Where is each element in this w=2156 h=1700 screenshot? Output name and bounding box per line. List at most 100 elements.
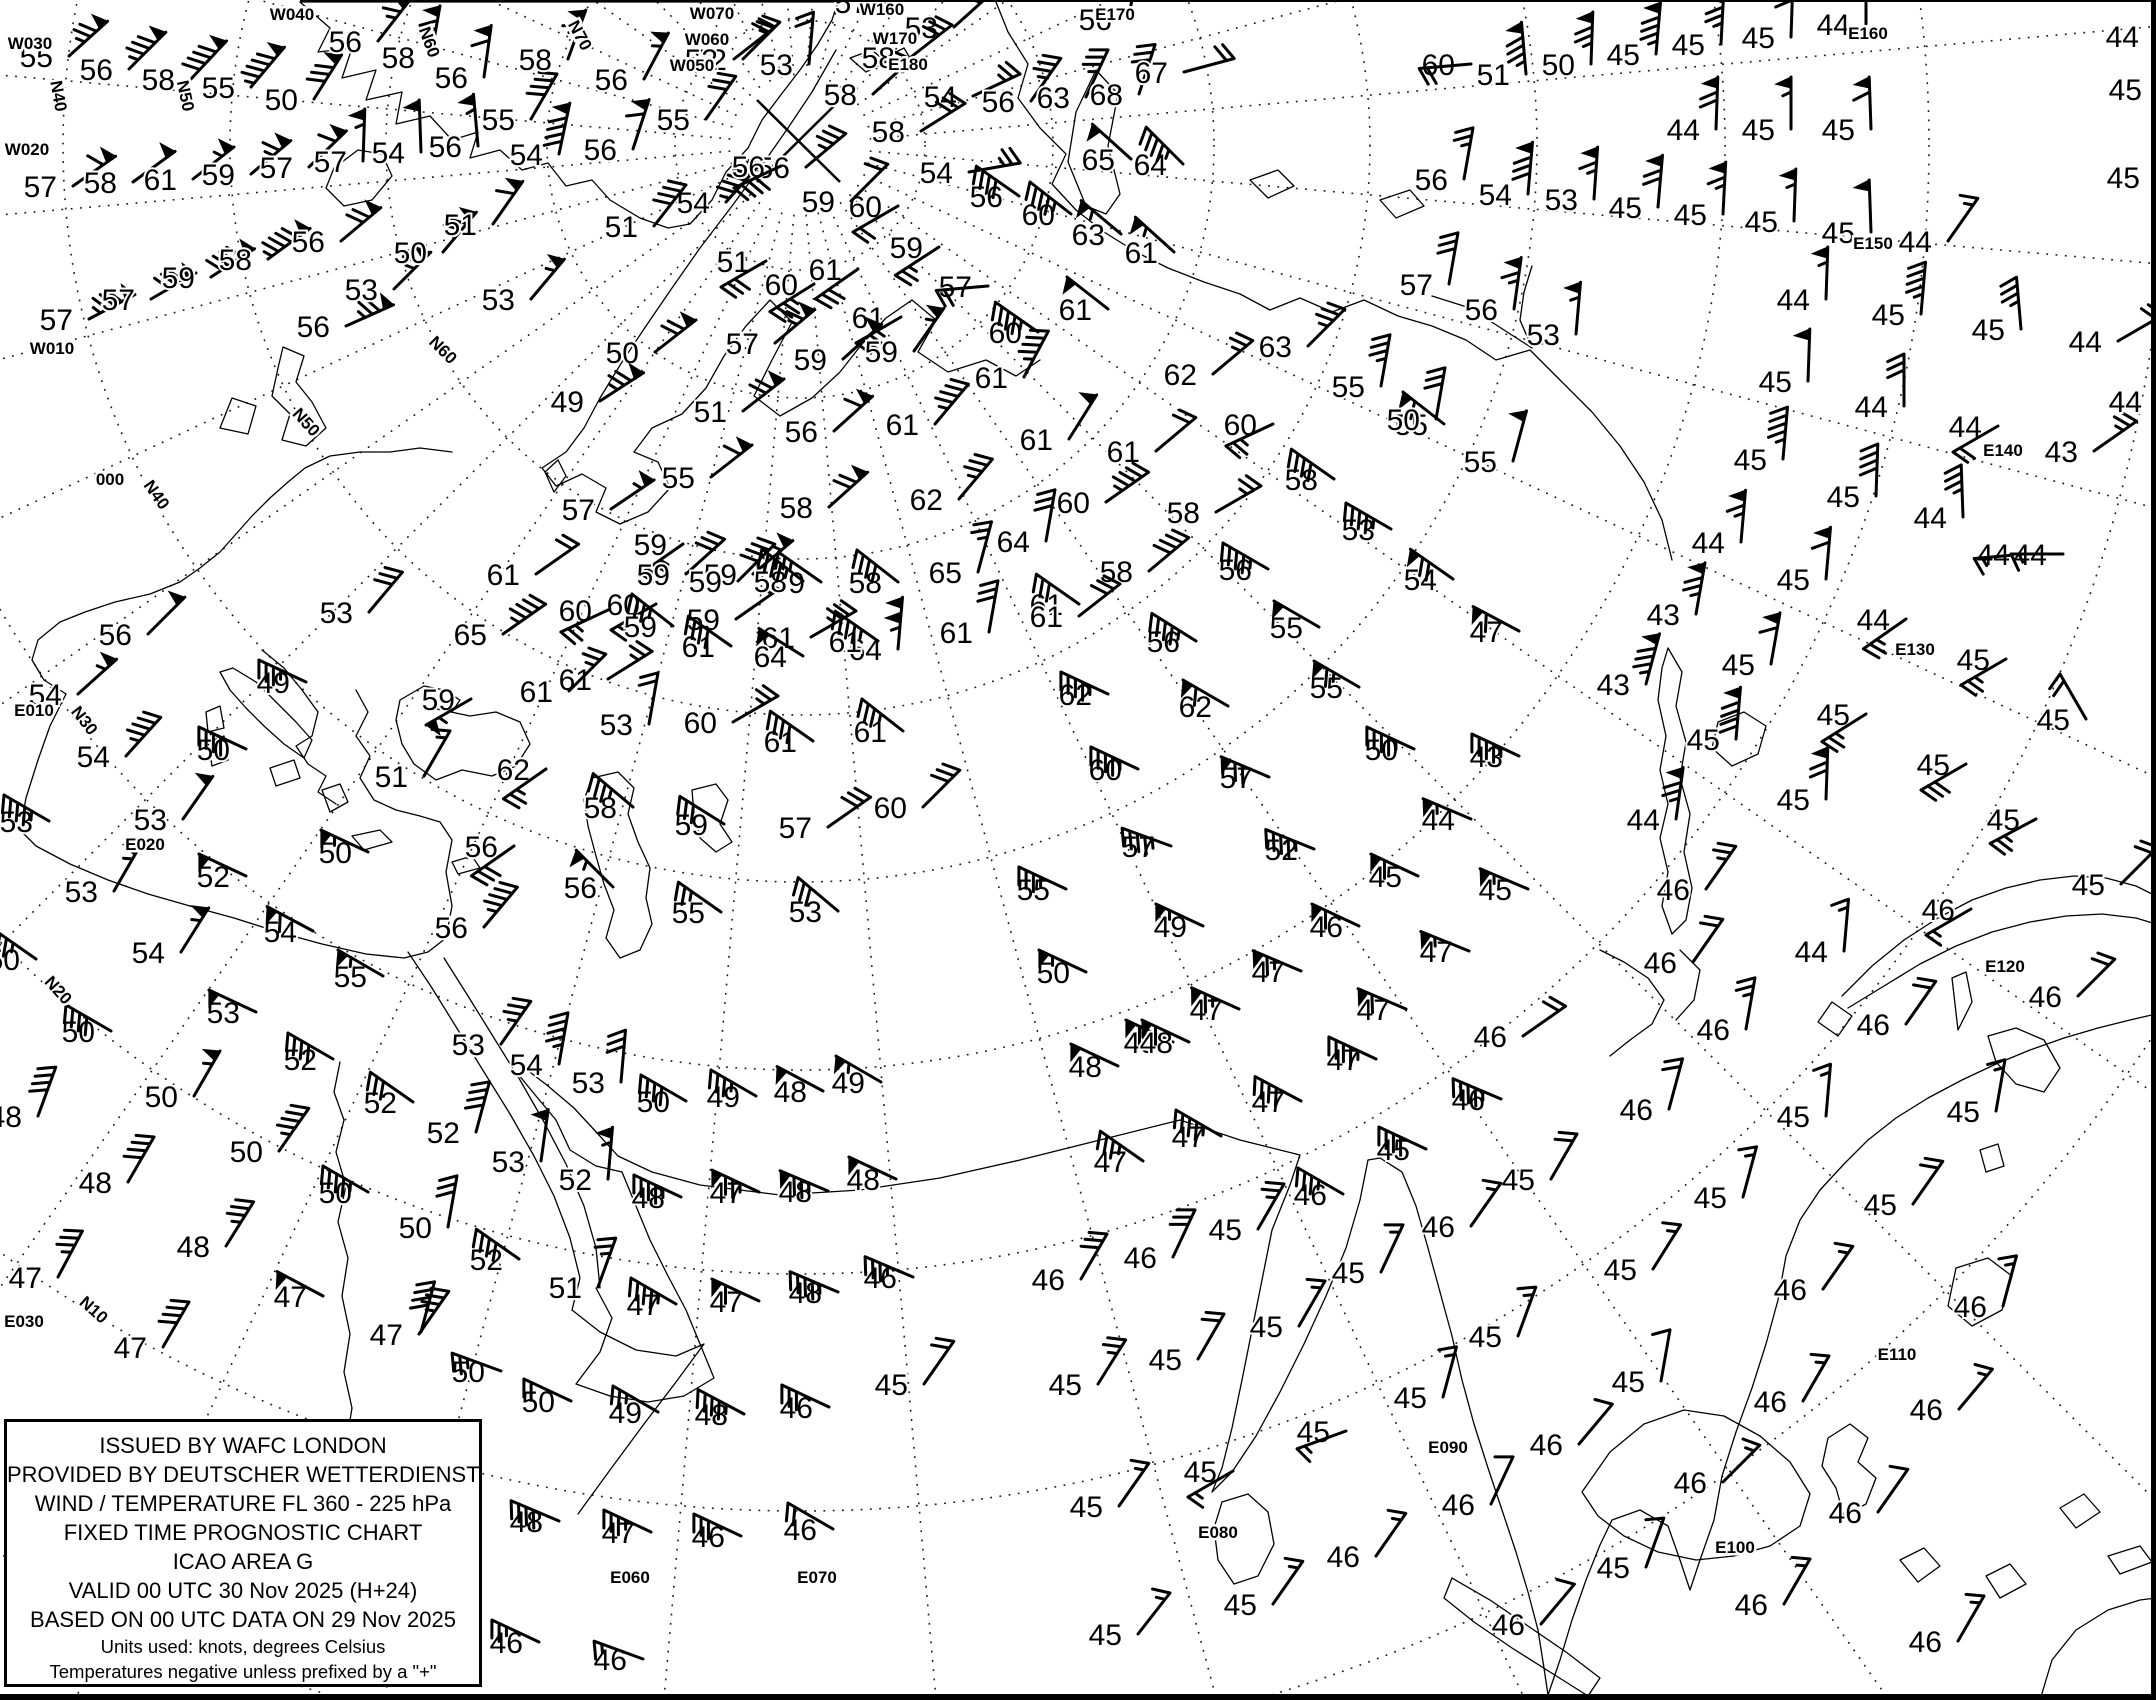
wind-barb-icon — [1997, 1254, 2018, 1308]
temperature-label: 44 — [2069, 326, 2102, 359]
wind-barb-icon — [1365, 725, 1416, 757]
wind-barb-icon — [673, 880, 723, 914]
temperature-label: 54 — [1479, 179, 1512, 212]
temperature-label: 45 — [2107, 162, 2140, 195]
wind-barb-icon — [1651, 1221, 1683, 1271]
temperature-label: 43 — [1647, 599, 1680, 632]
temperature-label: 55 — [20, 41, 53, 74]
wind-barb-icon — [710, 1168, 761, 1200]
wind-barb-icon — [1718, 685, 1742, 741]
wind-barb-flag-icon — [335, 949, 349, 969]
parallel-line — [62, 0, 1538, 883]
wind-barb-icon — [275, 1103, 311, 1153]
wind-station: 52 — [1263, 828, 1316, 869]
wind-barb-icon — [1861, 617, 1908, 660]
wind-station: 57 — [22, 146, 118, 206]
wind-barb-icon — [344, 297, 395, 328]
wind-station: 54 — [27, 651, 119, 714]
wind-barb-icon — [1886, 352, 1906, 408]
temperature-label: 45 — [2072, 869, 2105, 902]
wind-station: 59 — [702, 532, 795, 594]
temperature-label: 52 — [685, 44, 718, 77]
temperature-label: 46 — [1644, 947, 1677, 980]
wind-barb-icon — [261, 226, 312, 261]
temperature-label: 60 — [1224, 409, 1257, 442]
wind-barb-icon — [851, 204, 900, 244]
wind-barb-icon — [756, 547, 805, 583]
temperature-label: 60 — [684, 707, 717, 740]
wind-station: 47 — [112, 1298, 191, 1367]
wind-station: 45 — [1915, 747, 1968, 802]
temperature-label: 53 — [492, 1146, 525, 1179]
wind-barb-icon — [606, 640, 654, 681]
temperature-label: 45 — [1674, 199, 1707, 232]
wind-station: 50 — [635, 1073, 688, 1121]
wind-barb-icon — [1549, 1130, 1579, 1181]
wind-station: 45 — [2107, 72, 2144, 109]
meridian-line — [869, 150, 2156, 265]
wind-barb-icon — [851, 548, 900, 584]
wind-barb-icon — [1286, 447, 1336, 483]
temperature-label: 45 — [1777, 1101, 1810, 1134]
wind-station: 53 — [205, 988, 258, 1032]
wind-barb-icon — [1031, 572, 1081, 606]
wind-station: 46 — [1672, 1437, 1762, 1502]
temperature-label: 43 — [1597, 669, 1630, 702]
wind-barb-icon — [1924, 907, 1973, 947]
wind-station: 56 — [783, 388, 875, 451]
temperature-label: 57 — [40, 304, 73, 337]
temperature-label: 64 — [997, 526, 1030, 559]
parallel-line — [385, 0, 1215, 560]
temperature-label: 61 — [1107, 436, 1140, 469]
wind-station: 48 — [787, 1270, 840, 1312]
wind-barb-flag-icon — [266, 41, 286, 57]
wind-station: 45 — [1825, 442, 1880, 516]
wind-station: 62 — [1162, 331, 1255, 394]
temperature-label: 58 — [142, 64, 175, 97]
temperature-label: 45 — [1209, 1214, 1242, 1247]
wind-station: 55 — [1462, 409, 1528, 481]
wind-station: 61 — [518, 646, 608, 711]
wind-station: 58 — [870, 92, 967, 151]
wind-station: 45 — [1685, 685, 1742, 759]
wind-barb-icon — [1782, 1555, 1812, 1606]
wind-station: 57 — [100, 261, 198, 319]
wind-barb-flag-icon — [422, 5, 441, 18]
temperature-label: 61 — [762, 622, 795, 655]
wind-barb-icon — [501, 767, 548, 810]
wind-barb-flag-icon — [1398, 391, 1413, 410]
temperature-label: 53 — [345, 274, 378, 307]
wind-station: 59 — [673, 794, 726, 844]
wind-station: 56 — [730, 149, 783, 202]
wind-station: 44 — [1625, 766, 1685, 839]
wind-barb-icon — [197, 725, 248, 757]
wind-barb-icon — [1148, 611, 1198, 646]
wind-station: 65 — [1080, 122, 1133, 179]
legend-provider: PROVIDED BY DEUTSCHER WETTERDIENST — [7, 1462, 480, 1487]
wind-station: 47 — [370, 1280, 436, 1352]
wind-barb-flag-icon — [798, 301, 816, 318]
wind-station: 43 — [2043, 410, 2139, 471]
wind-station: 53 — [570, 1028, 627, 1102]
wind-barb-flag-icon — [1075, 199, 1091, 219]
wind-barb-icon — [1120, 826, 1173, 856]
temperature-label: 58 — [1285, 464, 1318, 497]
temperature-label: 61 — [940, 617, 973, 650]
temperature-label: 60 — [1057, 487, 1090, 520]
wind-barb-flag-icon — [1180, 679, 1194, 699]
temperature-label: 61 — [1125, 237, 1158, 270]
wind-barb-flag-icon — [1641, 633, 1661, 646]
wind-barb-flag-icon — [1665, 766, 1684, 780]
wind-station: 61 — [1028, 572, 1081, 624]
temperature-label: 61 — [559, 664, 592, 697]
wind-station: 55 — [18, 13, 110, 76]
temperature-label: 51 — [694, 396, 727, 429]
wind-station: 45 — [873, 1336, 956, 1404]
wind-station: 64 — [752, 626, 805, 676]
wind-barb-flag-icon — [630, 98, 650, 111]
wind-station: 45 — [1720, 611, 1782, 684]
wind-barb-flag-icon — [1778, 168, 1797, 181]
wind-barb-icon — [1417, 62, 1473, 86]
wind-station: 51 — [1475, 20, 1528, 94]
